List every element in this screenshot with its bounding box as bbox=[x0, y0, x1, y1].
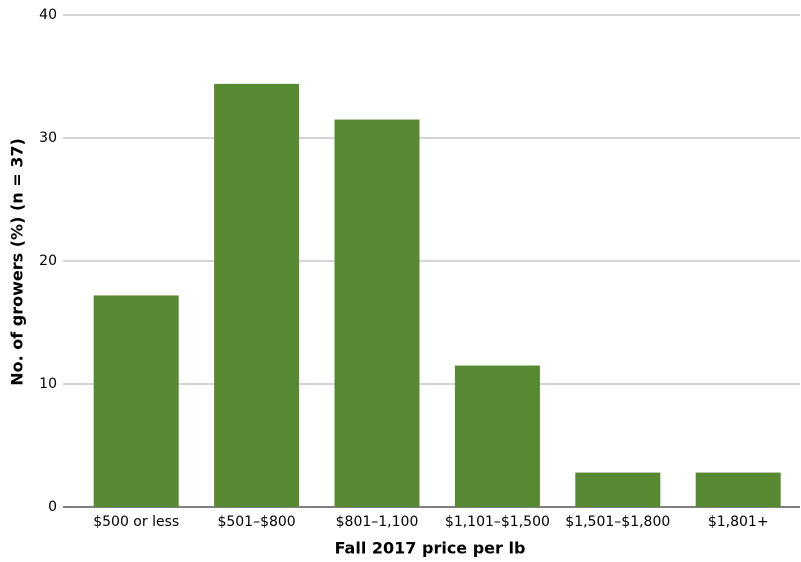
y-tick-label: 20 bbox=[39, 253, 57, 269]
bar bbox=[454, 365, 540, 507]
y-tick-label: 10 bbox=[39, 376, 57, 392]
y-tick-label: 30 bbox=[39, 130, 57, 146]
bar bbox=[214, 83, 300, 507]
x-tick-label: $1,501–$1,800 bbox=[565, 514, 670, 530]
y-tick-label: 40 bbox=[39, 7, 57, 23]
bar bbox=[93, 295, 179, 507]
x-tick-label: $1,101–$1,500 bbox=[445, 514, 550, 530]
x-axis-title: Fall 2017 price per lb bbox=[335, 539, 526, 558]
bar bbox=[334, 119, 420, 508]
x-tick-label: $501–$800 bbox=[217, 514, 295, 530]
bar bbox=[575, 472, 661, 507]
y-axis-title: No. of growers (%) (n = 37) bbox=[8, 138, 27, 386]
bar bbox=[695, 472, 781, 507]
x-tick-label: $801–1,100 bbox=[336, 514, 419, 530]
x-tick-label: $1,801+ bbox=[708, 514, 769, 530]
x-tick-label: $500 or less bbox=[93, 514, 179, 530]
y-tick-label: 0 bbox=[48, 499, 57, 515]
